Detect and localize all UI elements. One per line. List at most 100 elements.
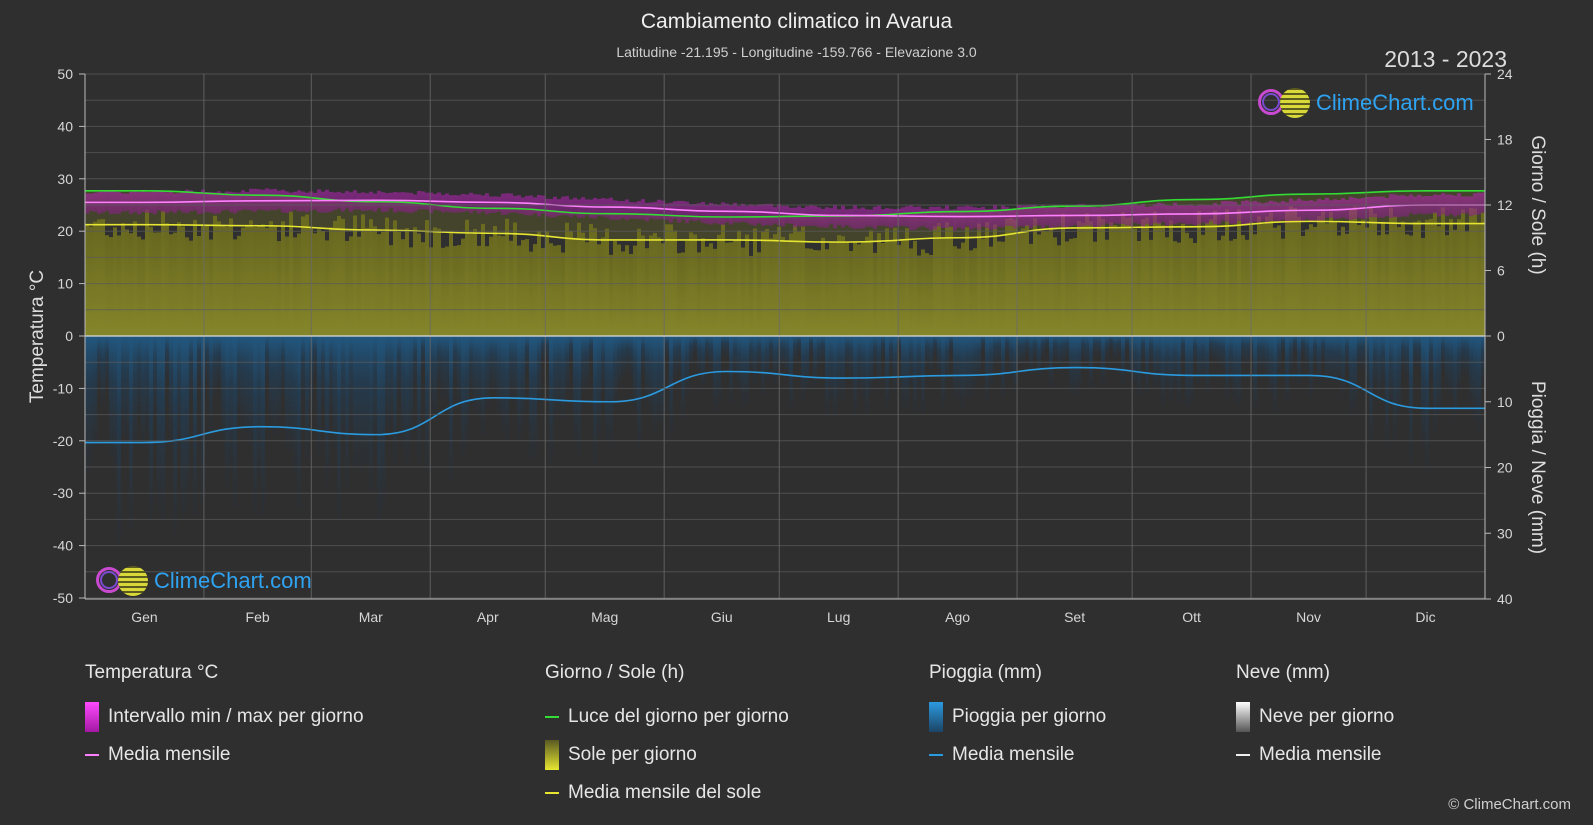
rain-bar (1277, 336, 1281, 374)
temp-range-bar (717, 205, 721, 225)
rain-bar (1441, 336, 1445, 368)
rain-bar (1453, 336, 1457, 420)
rain-bar (617, 336, 621, 387)
logo-top-right[interactable]: ClimeChart.com (1258, 88, 1474, 118)
sunshine-bar (1165, 237, 1169, 336)
sunshine-bar (421, 242, 425, 336)
rain-bar (1113, 336, 1117, 360)
legend-sun: Giorno / Sole (h) Luce del giorno per gi… (545, 662, 789, 812)
sunshine-bar (937, 223, 941, 336)
logo-bottom-left[interactable]: ClimeChart.com (96, 566, 312, 596)
sunshine-bar (1237, 209, 1241, 336)
sunshine-bar (721, 224, 725, 336)
y-right-bottom-axis-title: Pioggia / Neve (mm) (1527, 381, 1548, 554)
legend-item-sunshine[interactable]: Sole per giorno (545, 736, 789, 774)
x-tick-label: Nov (1296, 609, 1321, 625)
sunshine-bar (1169, 221, 1173, 336)
temp-range-bar (213, 192, 217, 214)
sunshine-bar (513, 222, 517, 336)
rain-bar (97, 336, 101, 392)
sunshine-bar (457, 245, 461, 336)
rain-bar (1085, 336, 1089, 366)
legend-item-snow[interactable]: Neve per giorno (1236, 698, 1394, 736)
temp-range-bar (85, 194, 89, 214)
legend-item-temp-range[interactable]: Intervallo min / max per giorno (85, 698, 364, 736)
sunshine-bar (921, 249, 925, 336)
legend-item-rain-mean[interactable]: Media mensile (929, 736, 1106, 774)
rain-bar (1053, 336, 1057, 359)
temp-range-bar (733, 203, 737, 223)
sunshine-bar (305, 215, 309, 336)
rain-bar (417, 336, 421, 463)
sunshine-bar (641, 236, 645, 336)
y-left-tick-label: 20 (57, 223, 73, 239)
temp-range-bar (725, 204, 729, 223)
sunshine-bar (781, 237, 785, 336)
temp-range-bar (1481, 193, 1485, 213)
rain-bar (145, 336, 149, 434)
legend-item-rain[interactable]: Pioggia per giorno (929, 698, 1106, 736)
rain-bar (1437, 336, 1441, 417)
sunshine-bar (501, 236, 505, 336)
sunshine-bar (177, 222, 181, 336)
sunshine-bar (1209, 219, 1213, 336)
sunshine-bar (861, 242, 865, 336)
rain-bar (225, 336, 229, 487)
sunshine-bar (221, 226, 225, 336)
rain-bar (177, 336, 181, 449)
sunshine-bar (1105, 240, 1109, 336)
sunshine-bar (141, 239, 145, 336)
sunshine-bar (857, 244, 861, 336)
sunshine-bar (1009, 218, 1013, 336)
temp-range-bar (197, 193, 201, 214)
sunshine-bar (1429, 219, 1433, 336)
sunshine-bar (1173, 241, 1177, 336)
sunshine-bar (401, 239, 405, 336)
temp-range-bar (657, 200, 661, 220)
sunshine-bar (1409, 236, 1413, 336)
rain-bar (1233, 336, 1237, 400)
rain-bar (1357, 336, 1361, 368)
sunshine-bar (137, 237, 141, 336)
sunshine-bar (229, 218, 233, 336)
sunshine-bar (173, 233, 177, 336)
sunshine-bar (153, 232, 157, 336)
temp-range-bar (1221, 201, 1225, 221)
legend-item-temp-mean[interactable]: Media mensile (85, 736, 364, 774)
temp-range-bar (757, 204, 761, 223)
sunshine-bar (1345, 234, 1349, 336)
rain-bar (641, 336, 645, 373)
sunshine-bar (125, 230, 129, 336)
y-right-mm-tick-label: 10 (1497, 394, 1513, 410)
rain-bar (341, 336, 345, 438)
rain-bar (357, 336, 361, 466)
sunshine-bar (1117, 228, 1121, 336)
y-right-hours-tick-label: 18 (1497, 132, 1513, 148)
rain-bar (933, 336, 937, 355)
temp-range-bar (1341, 198, 1345, 218)
y-left-tick-label: 0 (65, 328, 73, 344)
rain-bar (249, 336, 253, 446)
rain-bar (1073, 336, 1077, 396)
temp-range-bar (741, 204, 745, 222)
rain-bar (181, 336, 185, 518)
legend-item-snow-mean[interactable]: Media mensile (1236, 736, 1394, 774)
legend-item-daylight[interactable]: Luce del giorno per giorno (545, 698, 789, 736)
legend-item-sun-mean[interactable]: Media mensile del sole (545, 774, 789, 812)
sunshine-bar (517, 246, 521, 336)
temp-range-bar (993, 205, 997, 229)
rain-bar (89, 336, 93, 465)
temp-range-bar (549, 199, 553, 217)
sunshine-bar (349, 236, 353, 336)
legend-label: Intervallo min / max per giorno (108, 706, 364, 728)
sunshine-bar (713, 249, 717, 336)
sunshine-bar (1149, 240, 1153, 336)
rain-bar (893, 336, 897, 392)
sunshine-bar (353, 215, 357, 336)
sunshine-bar (205, 225, 209, 336)
sunshine-bar (949, 227, 953, 336)
sunshine-bar (1013, 220, 1017, 336)
rain-bar (1281, 336, 1285, 354)
sunshine-bar (197, 236, 201, 336)
sunshine-bar (497, 235, 501, 336)
